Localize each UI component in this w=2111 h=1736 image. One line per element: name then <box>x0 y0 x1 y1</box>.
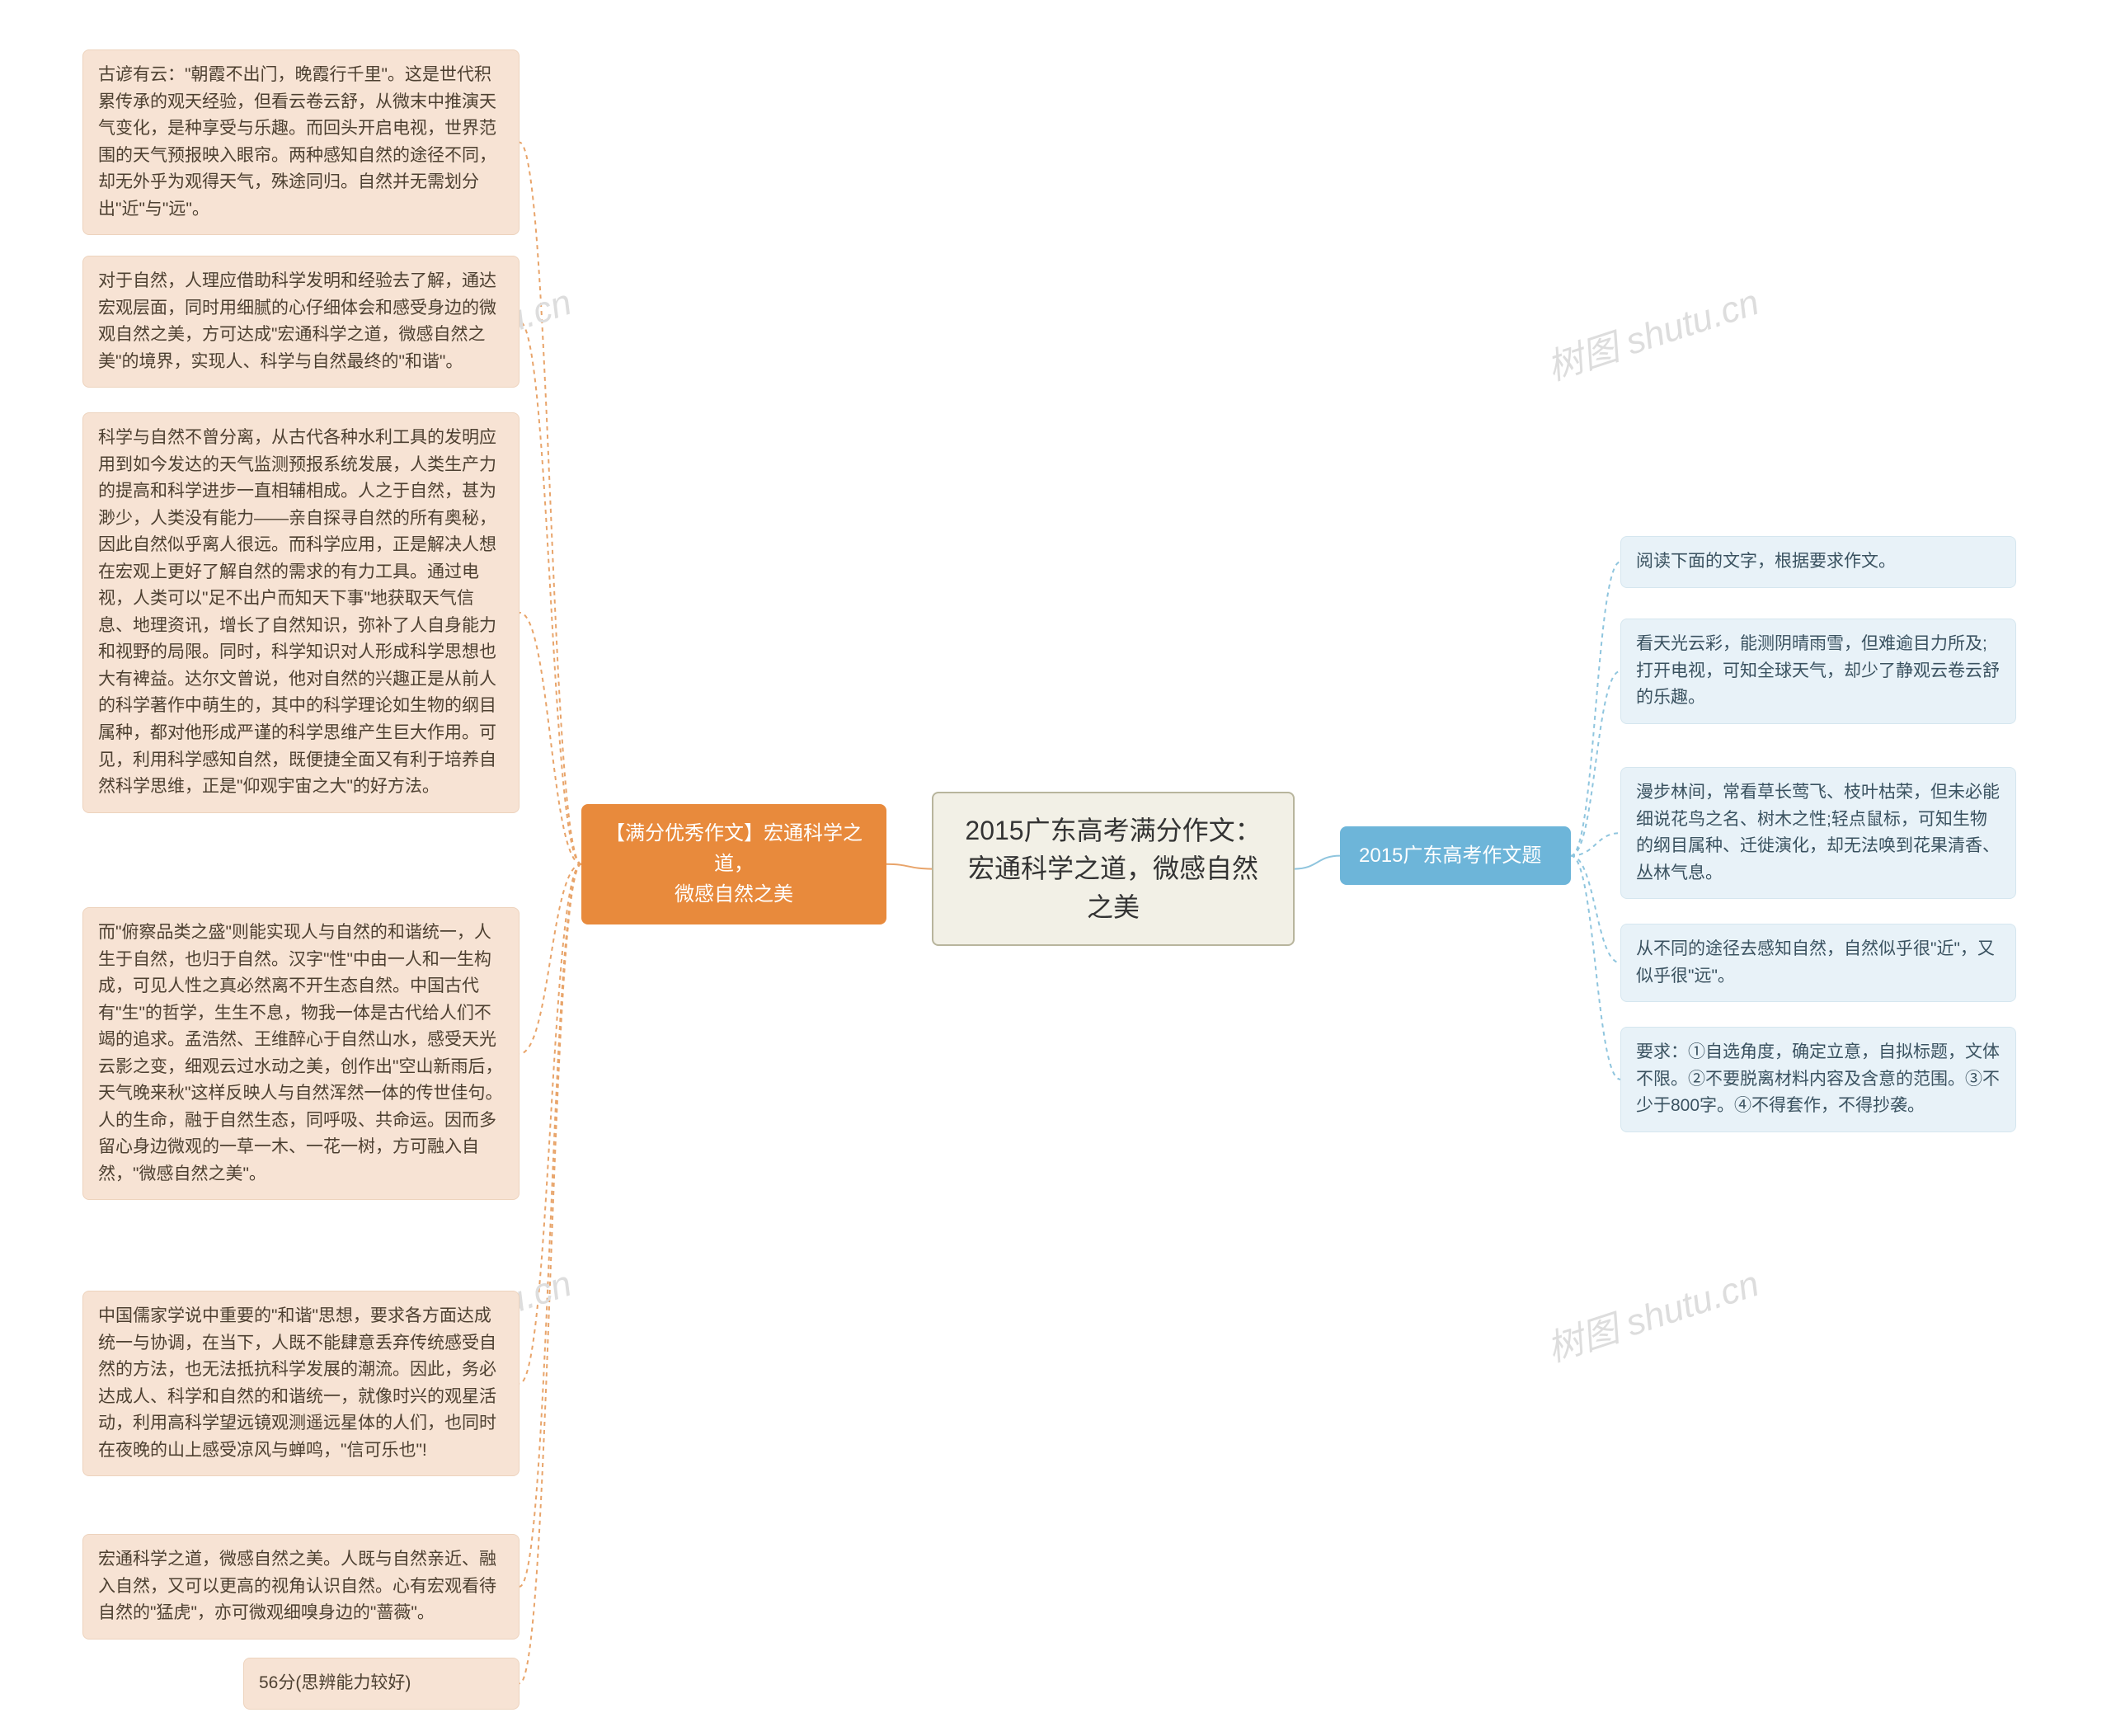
right-leaf: 阅读下面的文字，根据要求作文。 <box>1620 536 2016 588</box>
right-leaf: 看天光云彩，能测阴晴雨雪，但难逾目力所及;打开电视，可知全球天气，却少了静观云卷… <box>1620 619 2016 724</box>
right-leaf: 从不同的途径去感知自然，自然似乎很"近"，又似乎很"远"。 <box>1620 924 2016 1002</box>
left-leaf: 古谚有云："朝霞不出门，晚霞行千里"。这是世代积累传承的观天经验，但看云卷云舒，… <box>82 49 520 235</box>
right-leaf: 要求：①自选角度，确定立意，自拟标题，文体不限。②不要脱离材料内容及含意的范围。… <box>1620 1027 2016 1132</box>
left-branch-node: 【满分优秀作文】宏通科学之道，微感自然之美 <box>581 804 886 924</box>
left-leaf: 中国儒家学说中重要的"和谐"思想，要求各方面达成统一与协调，在当下，人既不能肆意… <box>82 1291 520 1476</box>
center-node: 2015广东高考满分作文：宏通科学之道，微感自然之美 <box>932 792 1295 946</box>
watermark: 树图 shutu.cn <box>1540 272 1765 390</box>
watermark: 树图 shutu.cn <box>1540 1254 1765 1371</box>
left-leaf: 56分(思辨能力较好) <box>243 1658 520 1710</box>
left-leaf: 科学与自然不曾分离，从古代各种水利工具的发明应用到如今发达的天气监测预报系统发展… <box>82 412 520 813</box>
left-leaf: 而"俯察品类之盛"则能实现人与自然的和谐统一，人生于自然，也归于自然。汉字"性"… <box>82 907 520 1200</box>
left-leaf: 宏通科学之道，微感自然之美。人既与自然亲近、融入自然，又可以更高的视角认识自然。… <box>82 1534 520 1640</box>
right-leaf: 漫步林间，常看草长莺飞、枝叶枯荣，但未必能细说花鸟之名、树木之性;轻点鼠标，可知… <box>1620 767 2016 899</box>
right-branch-node: 2015广东高考作文题 <box>1340 826 1571 885</box>
left-leaf: 对于自然，人理应借助科学发明和经验去了解，通达宏观层面，同时用细腻的心仔细体会和… <box>82 256 520 388</box>
